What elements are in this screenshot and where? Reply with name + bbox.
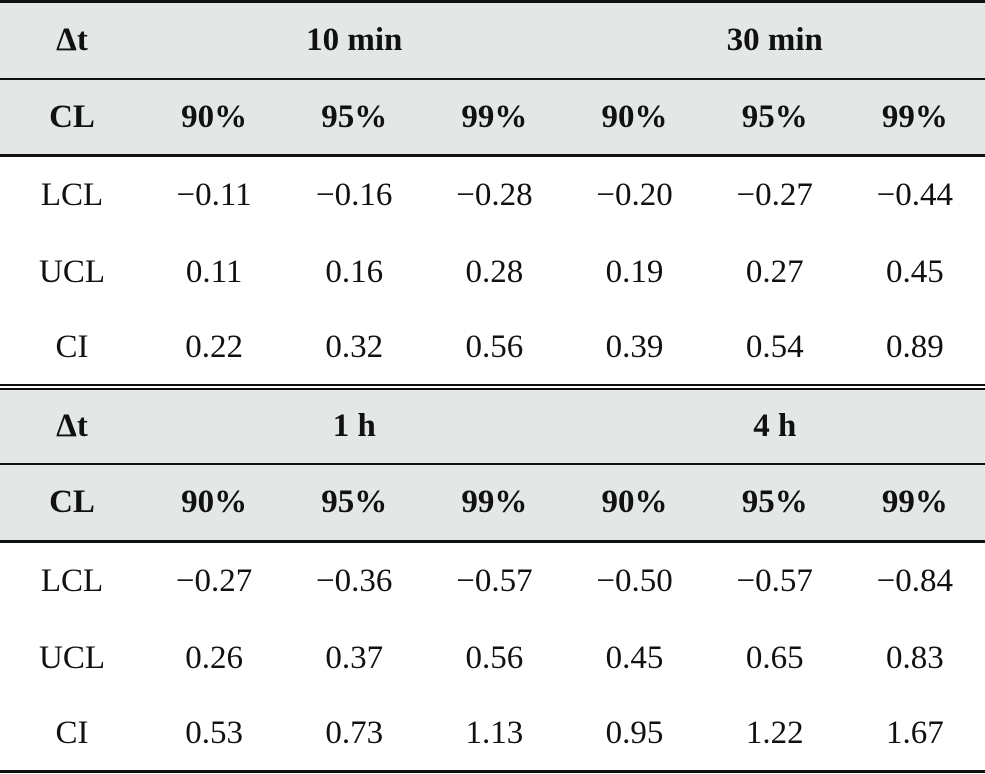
table-cell: 0.45 (605, 640, 664, 676)
table-cell: 1.22 (745, 715, 804, 751)
cl-level: 99% (461, 98, 528, 135)
cl-level: 95% (741, 98, 808, 135)
dt-group-2: 30 min (726, 22, 823, 58)
table-row-ucl: UCL 0.26 0.37 0.56 0.45 0.65 0.83 (0, 620, 985, 697)
table-cell: 0.95 (605, 715, 664, 751)
table-row-lcl: LCL −0.11 −0.16 −0.28 −0.20 −0.27 −0.44 (0, 157, 985, 234)
table-cell: 0.54 (745, 329, 804, 365)
table-cell: −0.11 (176, 177, 252, 213)
table-cell: 0.19 (605, 254, 664, 290)
table-cell: −0.16 (316, 177, 393, 213)
header-bottom-rule (0, 540, 985, 543)
cl-label: CL (49, 98, 95, 135)
dt-group-1: 10 min (306, 22, 403, 58)
cl-header-row: CL 90% 95% 99% 90% 95% 99% (0, 465, 985, 540)
row-label: CI (55, 715, 89, 751)
table-cell: −0.44 (876, 177, 954, 213)
dt-label: Δt (56, 408, 88, 444)
table-cell: 0.22 (185, 329, 243, 365)
table-row-ucl: UCL 0.11 0.16 0.28 0.19 0.27 0.45 (0, 234, 985, 311)
dt-group-2: 4 h (753, 408, 797, 444)
table-cell: 0.83 (885, 640, 944, 676)
table-cell: −0.50 (596, 563, 673, 599)
table-cell: 1.13 (465, 715, 524, 751)
table-cell: 0.89 (885, 329, 944, 365)
cl-level: 95% (321, 484, 388, 520)
table-cell: −0.84 (876, 563, 954, 599)
table-cell: −0.28 (456, 177, 533, 213)
table-cell: −0.20 (596, 177, 673, 213)
section-divider-bottom (0, 388, 985, 390)
row-label: LCL (40, 177, 104, 213)
cl-level: 99% (881, 98, 948, 135)
table-cell: 1.67 (885, 715, 944, 751)
table-cell: 0.26 (185, 640, 243, 676)
table-cell: −0.57 (736, 563, 813, 599)
cl-level: 90% (601, 484, 668, 520)
table-cell: 0.32 (325, 329, 384, 365)
cl-level: 99% (461, 484, 528, 520)
dt-group-1: 1 h (332, 408, 376, 444)
table-cell: 0.39 (605, 329, 664, 365)
table-cell: −0.27 (175, 563, 253, 599)
dt-rule (0, 78, 985, 80)
cl-level: 99% (881, 484, 948, 520)
top-rule (0, 0, 985, 3)
table-row-lcl: LCL −0.27 −0.36 −0.57 −0.50 −0.57 −0.84 (0, 543, 985, 620)
bottom-rule (0, 770, 985, 773)
table-cell: 0.56 (465, 640, 524, 676)
cl-level: 90% (601, 98, 668, 135)
table-cell: −0.36 (316, 563, 393, 599)
dt-rule (0, 463, 985, 465)
cl-level: 90% (181, 98, 248, 135)
cl-level: 95% (741, 484, 808, 520)
row-label: CI (55, 329, 89, 365)
table-cell: 0.27 (745, 254, 804, 290)
table-row-ci: CI 0.22 0.32 0.56 0.39 0.54 0.89 (0, 311, 985, 384)
table-cell: 0.28 (465, 254, 524, 290)
table-cell: 0.11 (185, 254, 243, 290)
table-cell: −0.57 (456, 563, 533, 599)
table-cell: 0.56 (465, 329, 524, 365)
table-cell: 0.45 (885, 254, 944, 290)
header-bottom-rule (0, 154, 985, 157)
row-label: LCL (40, 563, 104, 599)
dt-header-row: Δt 1 h 4 h (0, 390, 985, 463)
row-label: UCL (39, 254, 105, 290)
row-label: UCL (39, 640, 105, 676)
section-divider-top (0, 384, 985, 386)
table-cell: 0.65 (745, 640, 804, 676)
table-cell: 0.73 (325, 715, 384, 751)
cl-level: 90% (181, 484, 248, 520)
table-cell: 0.16 (325, 254, 384, 290)
dt-label: Δt (56, 22, 88, 58)
table-cell: 0.53 (185, 715, 243, 751)
table-cell: 0.37 (325, 640, 384, 676)
table-row-ci: CI 0.53 0.73 1.13 0.95 1.22 1.67 (0, 697, 985, 770)
cl-level: 95% (321, 98, 388, 135)
cl-header-row: CL 90% 95% 99% 90% 95% 99% (0, 80, 985, 154)
dt-header-row: Δt 10 min 30 min (0, 3, 985, 78)
table-cell: −0.27 (736, 177, 813, 213)
cl-label: CL (49, 484, 95, 520)
